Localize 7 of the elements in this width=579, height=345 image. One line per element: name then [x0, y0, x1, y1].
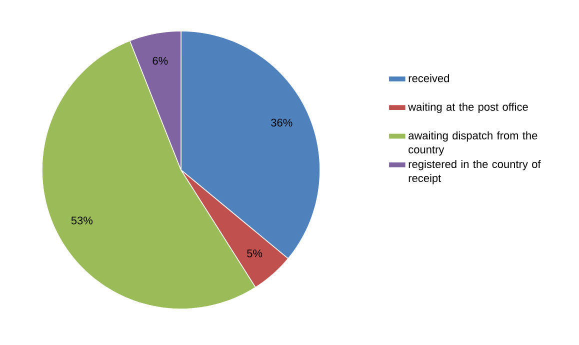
- legend-label: registered in the country of receipt: [408, 160, 541, 184]
- data-label: 36%: [271, 118, 292, 127]
- legend-label: waiting at the post office: [408, 102, 528, 113]
- data-label: 5%: [247, 250, 262, 258]
- data-label: 53%: [71, 216, 93, 224]
- legend-label: received: [408, 74, 449, 82]
- data-label: 6%: [152, 56, 168, 65]
